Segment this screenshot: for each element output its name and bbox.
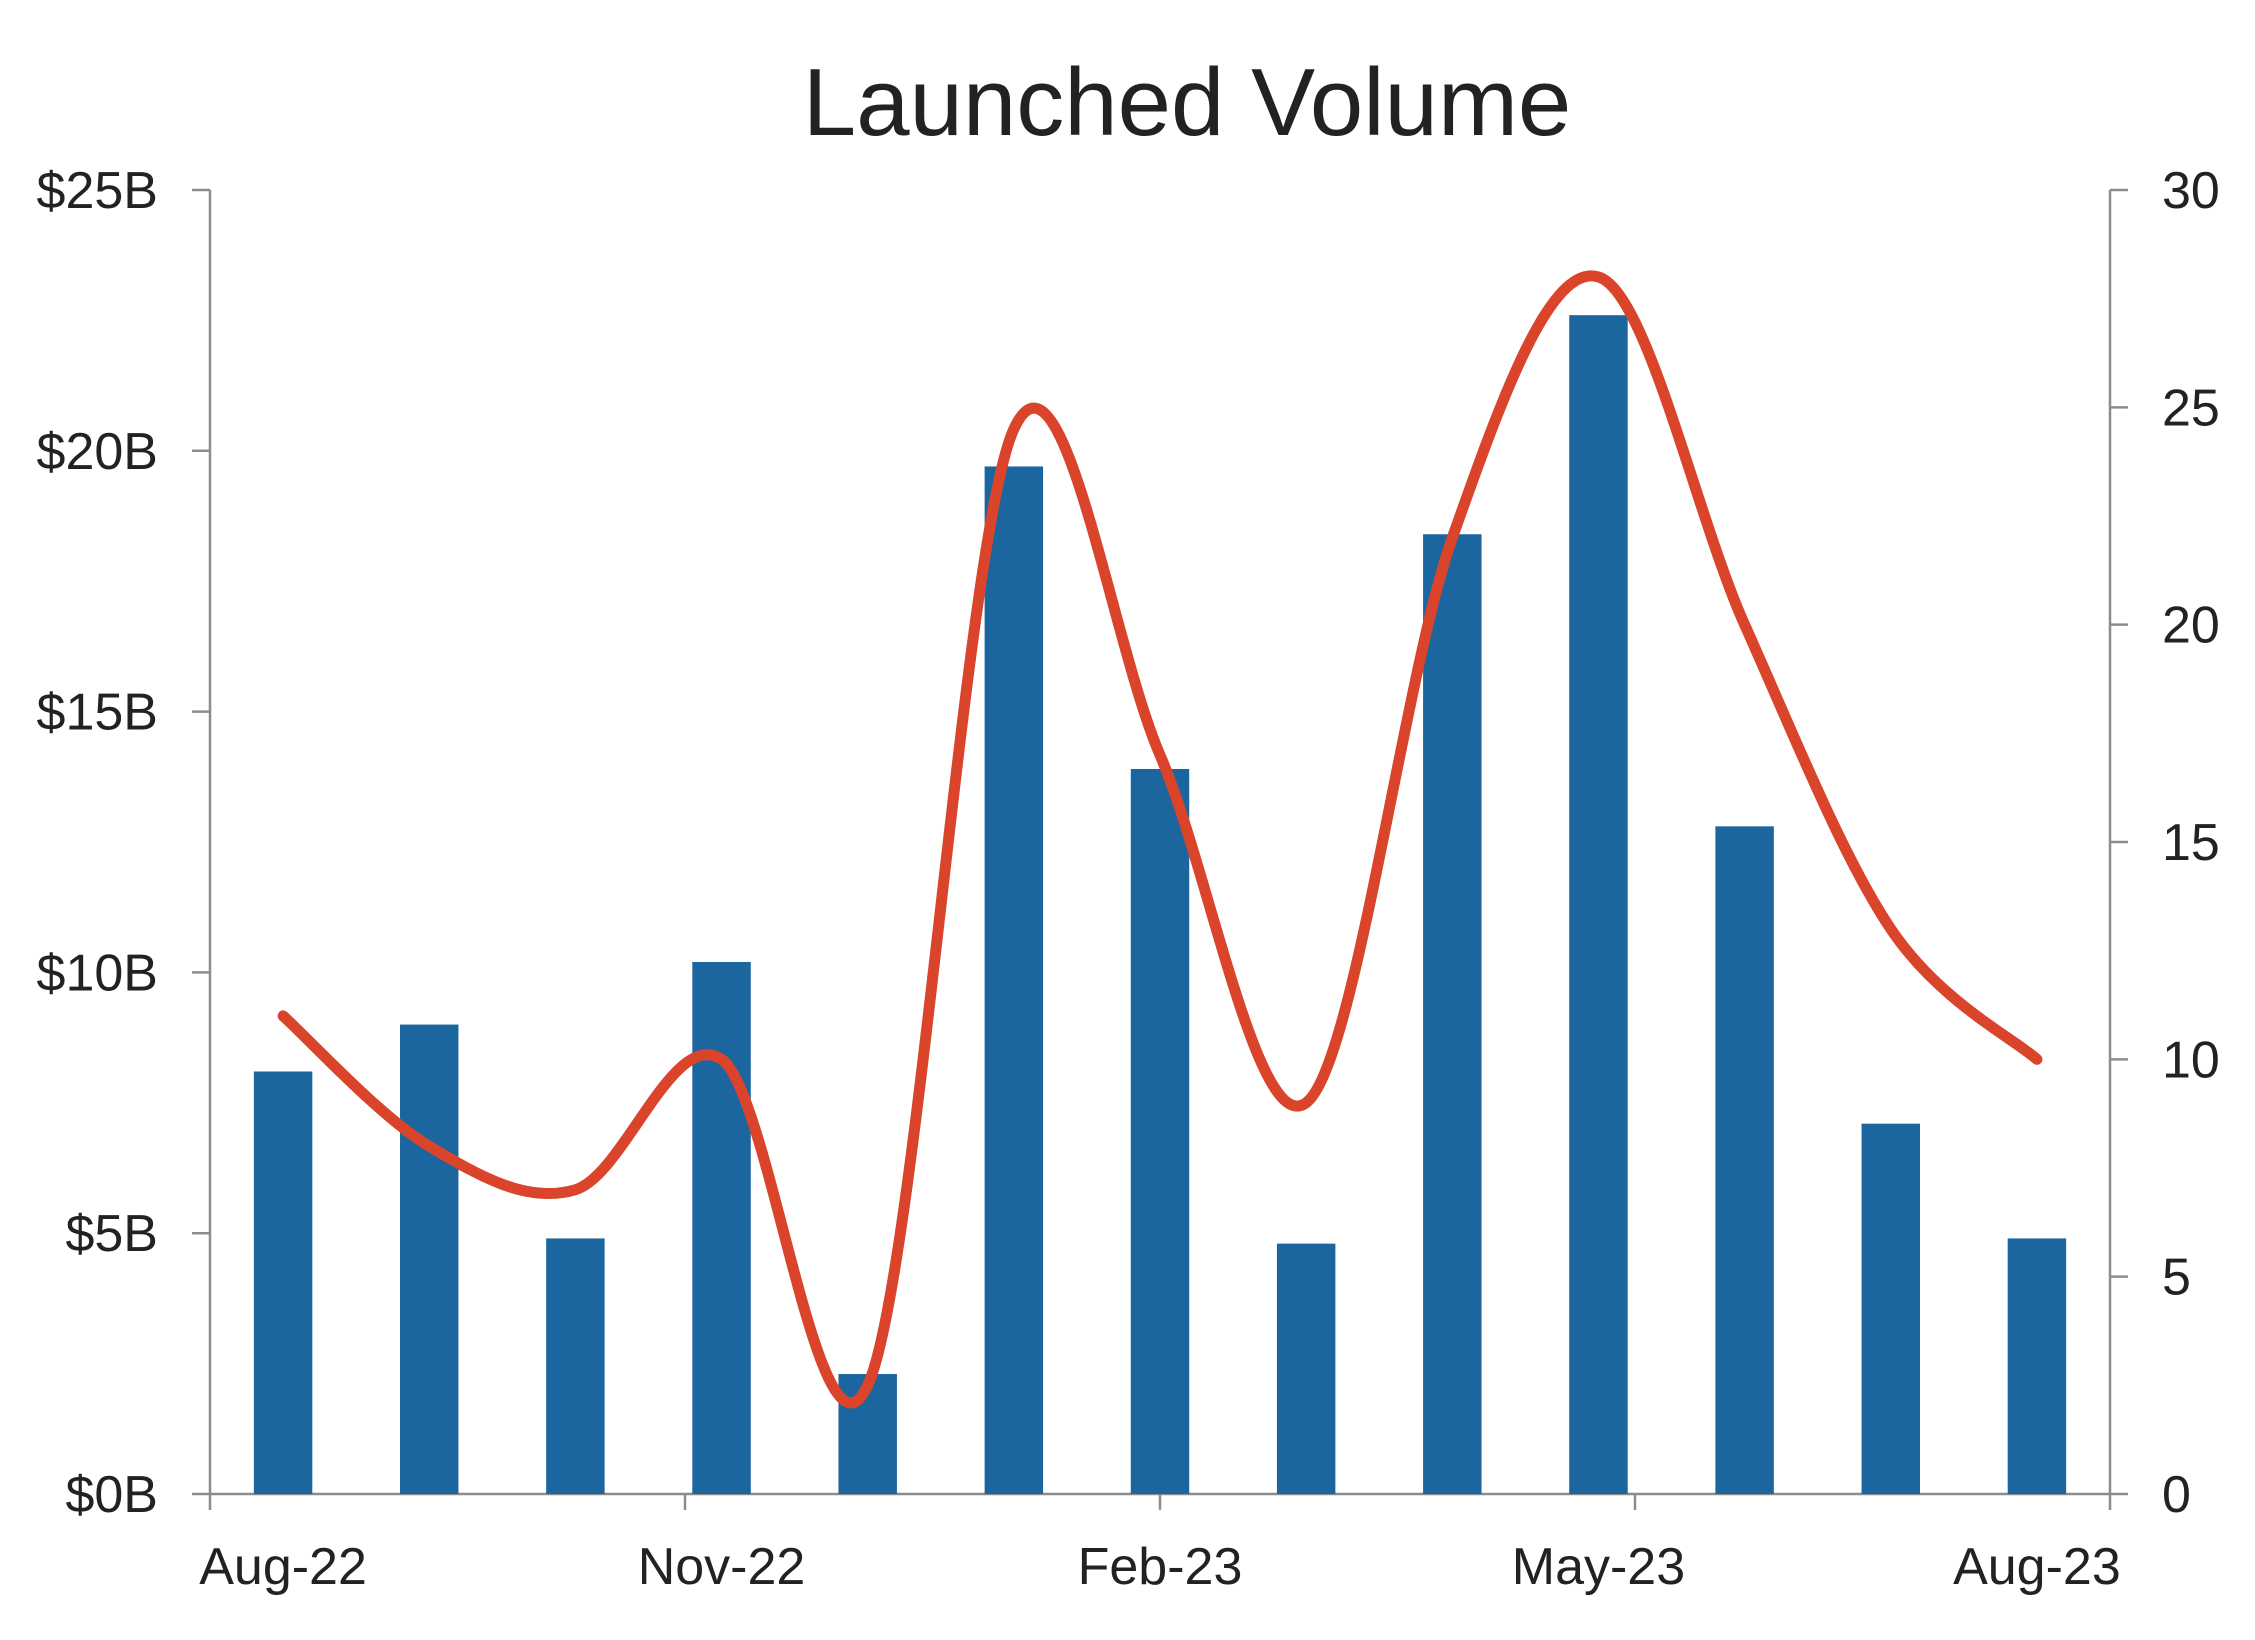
- right-y-tick-label: 20: [2162, 597, 2220, 655]
- x-tick-label: Feb-23: [1078, 1538, 1243, 1596]
- line-series: [277, 270, 2043, 1409]
- x-tick-label: Aug-23: [1953, 1538, 2121, 1596]
- bar: [1569, 315, 1628, 1495]
- left-y-tick-label: $5B: [65, 1205, 158, 1263]
- bar: [692, 961, 751, 1494]
- left-y-tick-label: $20B: [37, 423, 158, 481]
- tick-labels: $0B $5B $10B $15B $20B $25B 0 5 10 15 20 25 30 Aug-22…: [37, 162, 2220, 1596]
- bar: [1423, 534, 1482, 1494]
- right-y-tick-label: 30: [2162, 162, 2220, 220]
- right-y-tick-label: 15: [2162, 814, 2220, 872]
- left-y-tick-label: $25B: [37, 162, 158, 220]
- right-y-tick-label: 5: [2162, 1249, 2191, 1307]
- left-y-tick-label: $10B: [37, 944, 158, 1002]
- x-tick-label: May-23: [1512, 1538, 1685, 1596]
- right-y-tick-label: 10: [2162, 1031, 2220, 1089]
- bar: [1861, 1123, 1920, 1494]
- bar: [2007, 1238, 2067, 1494]
- bar-series: [253, 315, 2067, 1495]
- left-y-tick-label: $0B: [65, 1466, 158, 1524]
- right-y-tick-label: 25: [2162, 379, 2220, 437]
- bar: [1715, 826, 1774, 1494]
- bar: [1276, 1243, 1336, 1494]
- line-path: [277, 270, 2043, 1409]
- right-y-tick-label: 0: [2162, 1466, 2191, 1524]
- bar: [984, 466, 1044, 1494]
- chart-title: Launched Volume: [803, 49, 1572, 156]
- bar: [1130, 768, 1190, 1494]
- bar: [400, 1024, 459, 1494]
- x-tick-label: Aug-22: [199, 1538, 367, 1596]
- bar: [253, 1071, 313, 1494]
- left-y-tick-label: $15B: [37, 684, 158, 742]
- bar: [546, 1238, 605, 1494]
- x-tick-label: Nov-22: [638, 1538, 806, 1596]
